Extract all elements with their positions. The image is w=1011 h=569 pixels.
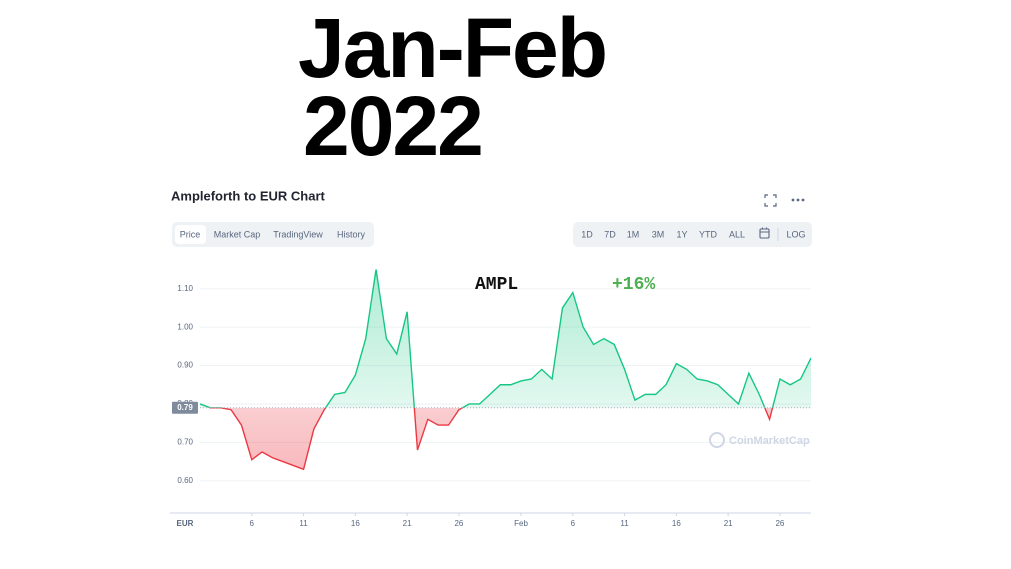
watermark-logo (709, 432, 725, 448)
y-tick-label: 0.60 (177, 476, 193, 485)
range-button[interactable]: ALL (729, 229, 745, 239)
range-button[interactable]: 7D (604, 229, 616, 239)
x-tick-label: 11 (299, 519, 308, 528)
x-tick-label: Feb (514, 519, 528, 528)
chart-title: Ampleforth to EUR Chart (171, 188, 326, 203)
more-icon[interactable] (791, 198, 805, 202)
price-line (200, 269, 811, 408)
fullscreen-icon[interactable] (764, 194, 777, 207)
watermark: CoinMarketCap (729, 435, 810, 447)
price-line (208, 407, 774, 471)
annotation: +16% (612, 275, 655, 295)
tab-active (175, 225, 206, 244)
tab[interactable]: Price (180, 229, 201, 239)
log-button[interactable]: LOG (786, 229, 805, 239)
baseline-label: 0.79 (177, 403, 193, 412)
area (200, 269, 811, 408)
range-button[interactable]: 3M (652, 229, 665, 239)
x-tick-label: 6 (250, 519, 255, 528)
headline-year: 2022 (303, 79, 482, 173)
annotation: AMPL (475, 275, 518, 295)
range-button[interactable]: 1M (627, 229, 640, 239)
y-tick-label: 0.70 (177, 437, 193, 446)
range-button[interactable]: 1D (581, 229, 593, 239)
x-tick-label: 11 (620, 519, 629, 528)
x-tick-label: 26 (775, 519, 784, 528)
range-bar (573, 222, 812, 247)
y-tick-label: 1.00 (177, 322, 193, 331)
tab[interactable]: History (337, 229, 366, 239)
tab[interactable]: Market Cap (214, 229, 261, 239)
range-button[interactable]: 1Y (676, 229, 687, 239)
y-tick-label: 1.10 (177, 284, 193, 293)
x-tick-label: 16 (672, 519, 681, 528)
x-tick-label: 21 (403, 519, 412, 528)
headline: Jan-Feb (298, 1, 606, 95)
baseline-label-bg (172, 401, 198, 414)
x-tick-label: 21 (724, 519, 733, 528)
tab[interactable]: TradingView (273, 229, 323, 239)
area (200, 407, 811, 470)
x-tick-label: 26 (454, 519, 463, 528)
calendar-icon[interactable] (759, 227, 770, 239)
y-tick-label: 0.90 (177, 361, 193, 370)
x-tick-label: 16 (351, 519, 360, 528)
axis-label: EUR (177, 519, 194, 528)
x-tick-label: 6 (571, 519, 576, 528)
range-button[interactable]: YTD (699, 229, 718, 239)
tab-bar (172, 222, 374, 247)
